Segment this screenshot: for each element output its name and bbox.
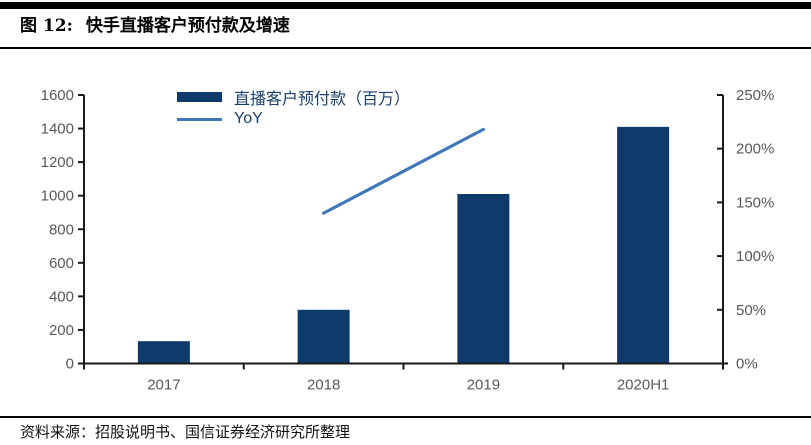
y-left-tick-label: 800 [49,221,74,238]
y-right-tick-label: 150% [736,194,774,211]
y-right-tick-label: 250% [736,87,774,104]
header-rule [0,47,811,49]
y-right-tick-label: 200% [736,141,774,158]
legend-item-bar: 直播客户预付款（百万） [177,86,410,108]
bar-2019 [457,194,510,364]
bar-2018 [297,309,350,364]
y-right-tick-label: 0% [736,356,758,373]
figure-title-text: 快手直播客户预付款及增速 [85,16,290,36]
x-tick-label-2017: 2017 [147,377,180,394]
y-left-tick-label: 400 [49,288,74,305]
y-left-tick-label: 1400 [41,121,74,138]
y-left-tick-label: 0 [66,356,74,373]
legend-bar-swatch-icon [177,92,222,102]
legend-item-line: YoY [177,108,410,130]
footer-rule [0,416,811,418]
x-tick-label-2020H1: 2020H1 [617,377,670,394]
figure-number: 图 12: [20,16,73,36]
source-note: 资料来源：招股说明书、国信证券经济研究所整理 [20,423,351,441]
y-left-tick-label: 1200 [41,154,74,171]
yoy-line [322,127,485,215]
x-tick-label-2019: 2019 [467,377,500,394]
bar-2017 [137,341,190,364]
chart-area: 0 200 400 600 800 1000 1200 1400 1600 0% 50% 100% 15… [0,55,811,405]
y-right-tick-label: 100% [736,248,774,265]
y-right-tick-label: 50% [736,302,766,319]
chart-legend: 直播客户预付款（百万） YoY [177,86,410,130]
bar-2020H1 [617,126,670,364]
legend-line-swatch-icon [177,117,222,121]
top-rule [0,2,811,9]
y-left-tick-label: 1600 [41,87,74,104]
x-tick-label-2018: 2018 [307,377,340,394]
y-left-tick-label: 1000 [41,188,74,205]
y-left-tick-label: 200 [49,322,74,339]
y-left-tick-label: 600 [49,255,74,272]
legend-bar-label: 直播客户预付款（百万） [234,91,411,108]
chart-svg: 0 200 400 600 800 1000 1200 1400 1600 0% 50% 100% 15… [41,87,775,394]
figure-title: 图 12: 快手直播客户预付款及增速 [20,14,290,38]
legend-line-label: YoY [234,110,263,127]
